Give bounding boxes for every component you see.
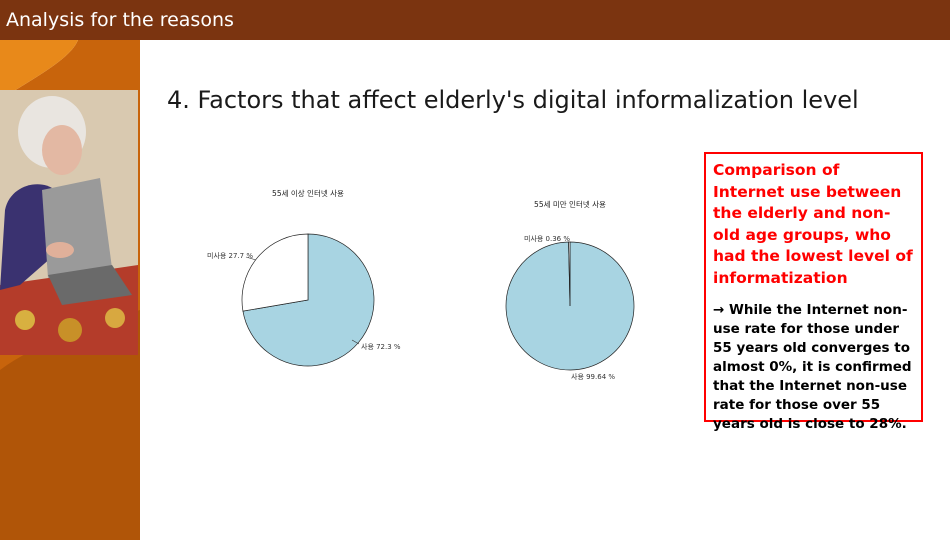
header-bar: Analysis for the reasons bbox=[0, 0, 950, 40]
pie-slices bbox=[505, 241, 635, 371]
leader-used bbox=[351, 339, 360, 345]
slide-title: 4. Factors that affect elderly's digital… bbox=[167, 86, 859, 114]
pie-chart-55-and-over: 55세 이상 인터넷 사용 미사용 27.7 % 사용 72.3 % bbox=[207, 188, 401, 367]
label-used: 사용 72.3 % bbox=[361, 342, 401, 351]
elderly-woman-laptop-photo bbox=[0, 90, 138, 355]
comparison-callout: Comparison of Internet use between the e… bbox=[704, 152, 923, 432]
label-unused: 미사용 27.7 % bbox=[207, 251, 253, 260]
label-unused: 미사용 0.36 % bbox=[524, 234, 570, 243]
pie-slice-unused bbox=[241, 233, 309, 312]
pie-chart-under-55: 55세 미만 인터넷 사용 미사용 0.36 % 사용 99.64 % bbox=[505, 199, 635, 381]
callout-body: → While the Internet non-use rate for th… bbox=[713, 302, 912, 432]
chart-title: 55세 미만 인터넷 사용 bbox=[534, 199, 606, 209]
pie-slice-used bbox=[242, 233, 375, 367]
leader-unused bbox=[245, 256, 257, 261]
label-used: 사용 99.64 % bbox=[571, 372, 615, 381]
chart-title: 55세 이상 인터넷 사용 bbox=[272, 188, 344, 198]
pie-slice-unused bbox=[568, 241, 571, 307]
pie-slices bbox=[241, 233, 375, 367]
callout-heading: Comparison of Internet use between the e… bbox=[713, 161, 913, 287]
header-title: Analysis for the reasons bbox=[6, 9, 234, 31]
